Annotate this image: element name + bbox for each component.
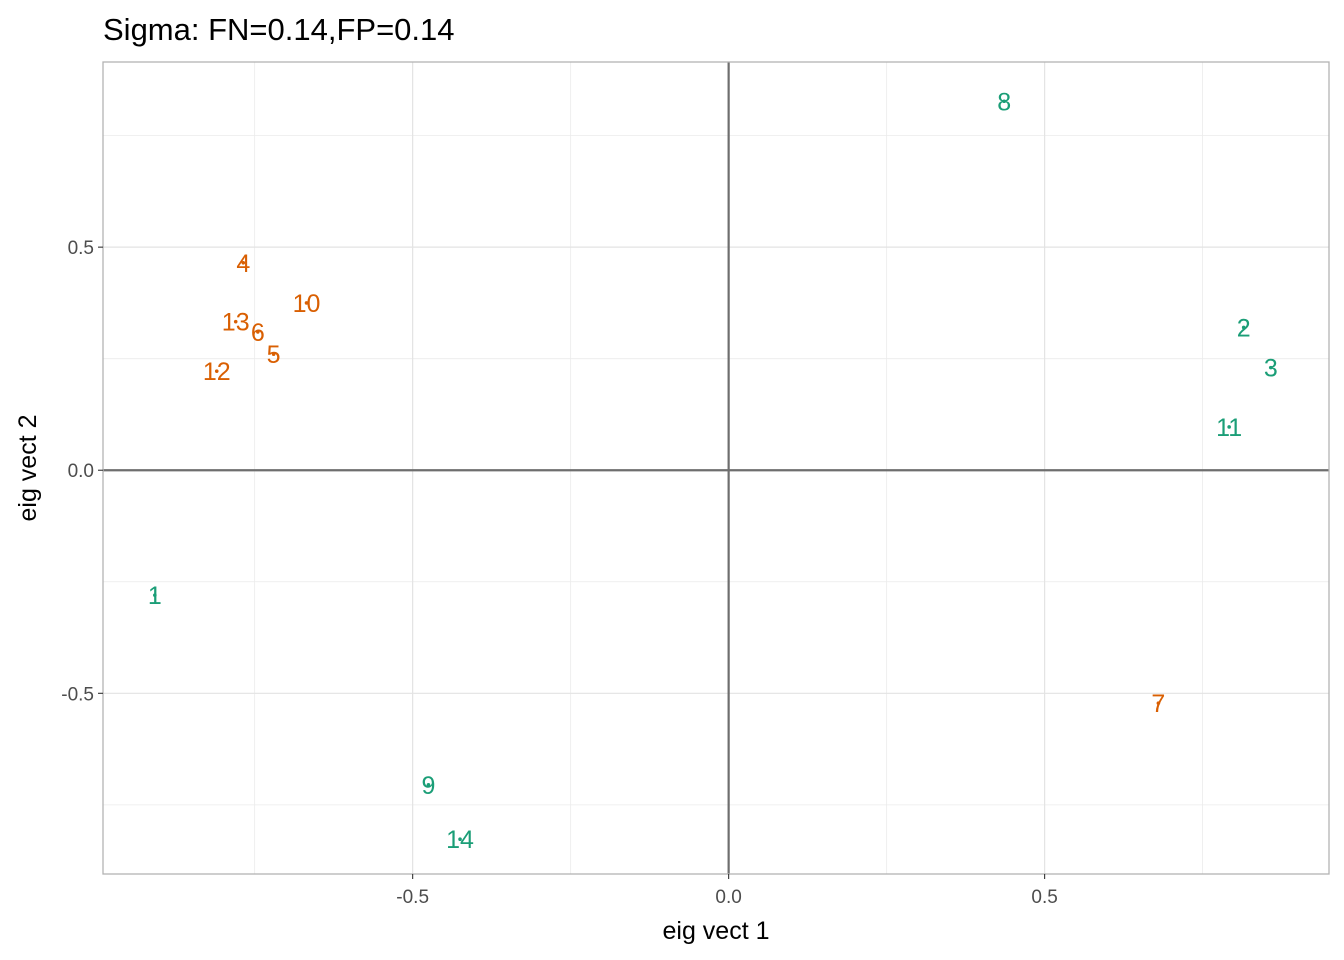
data-point bbox=[1269, 365, 1273, 370]
data-point-label: 11 bbox=[1216, 414, 1242, 442]
data-point bbox=[304, 301, 309, 305]
y-axis-ticks: -0.5 0.0 0.5 bbox=[61, 238, 103, 705]
data-point-label: 9 bbox=[422, 772, 436, 800]
data-point bbox=[241, 260, 246, 265]
chart-title: Sigma: FN=0.14,FP=0.14 bbox=[103, 12, 455, 47]
y-tick-label: 0.5 bbox=[68, 238, 94, 259]
data-point-label: 14 bbox=[446, 826, 474, 854]
x-tick-label: 0.5 bbox=[1031, 887, 1057, 908]
y-tick-label: -0.5 bbox=[61, 684, 94, 705]
x-tick-label: -0.5 bbox=[396, 887, 429, 908]
data-point bbox=[426, 782, 431, 787]
data-point-label: 2 bbox=[1237, 314, 1251, 342]
data-point-label: 12 bbox=[203, 358, 231, 386]
data-point-label: 8 bbox=[997, 88, 1011, 116]
x-axis-title: eig vect 1 bbox=[662, 917, 769, 945]
data-point-label: 1 bbox=[148, 582, 162, 610]
y-axis-title: eig vect 2 bbox=[14, 414, 42, 521]
data-point bbox=[214, 369, 219, 373]
x-tick-label: 0.0 bbox=[715, 887, 741, 908]
data-point bbox=[1241, 325, 1246, 330]
data-point bbox=[233, 319, 238, 324]
data-point bbox=[1227, 425, 1231, 429]
data-point bbox=[1156, 701, 1161, 705]
major-gridlines bbox=[103, 62, 1329, 874]
data-point bbox=[1002, 99, 1006, 104]
zero-lines bbox=[103, 62, 1329, 874]
data-point-label: 10 bbox=[293, 290, 321, 318]
data-point-label: 13 bbox=[222, 309, 250, 337]
data-point bbox=[153, 593, 157, 597]
data-point-label: 3 bbox=[1264, 355, 1278, 383]
data-point-label: 5 bbox=[267, 341, 281, 369]
data-point bbox=[458, 837, 462, 841]
data-point bbox=[256, 330, 260, 334]
data-point bbox=[271, 352, 276, 357]
panel-border bbox=[102, 61, 1330, 875]
x-axis-ticks: -0.5 0.0 0.5 bbox=[396, 874, 1058, 908]
data-point-label: 7 bbox=[1151, 690, 1165, 718]
y-tick-label: 0.0 bbox=[68, 461, 94, 482]
data-point-label: 4 bbox=[236, 250, 250, 278]
minor-gridlines bbox=[103, 62, 1329, 874]
data-point-label: 6 bbox=[251, 319, 265, 347]
